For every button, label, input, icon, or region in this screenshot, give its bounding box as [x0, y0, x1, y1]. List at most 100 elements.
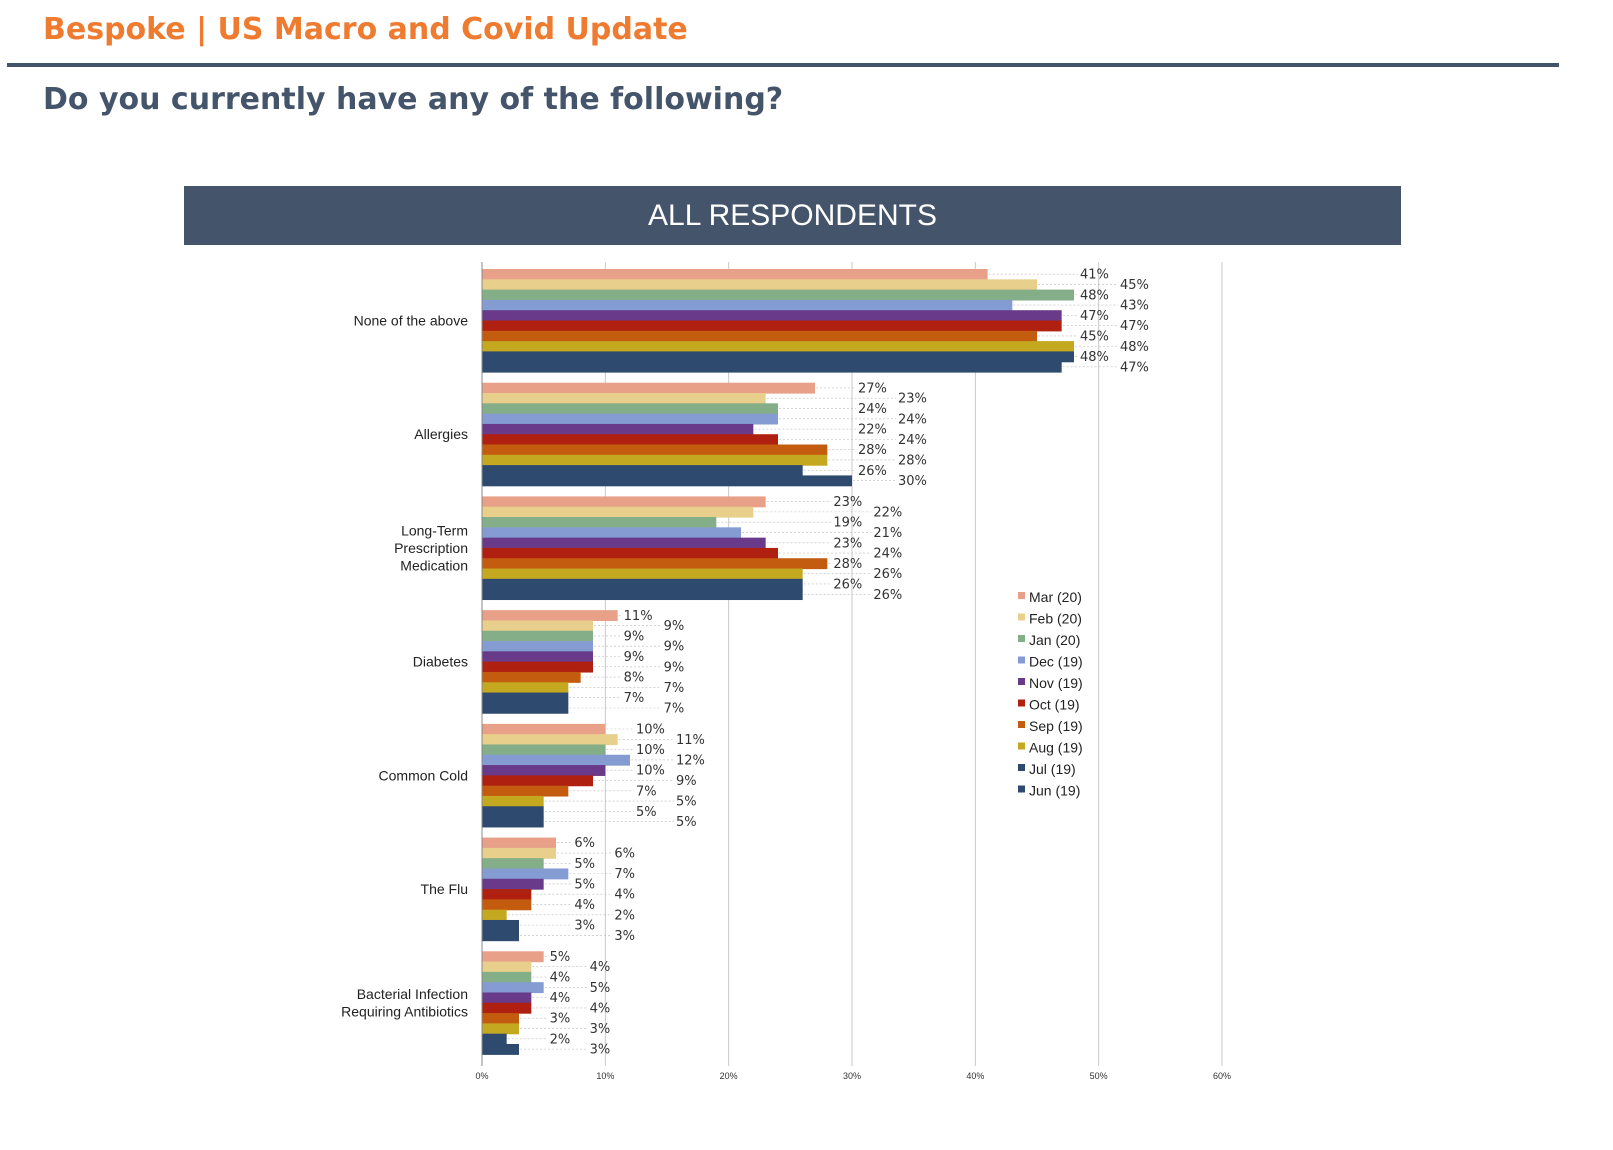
bar [482, 1023, 519, 1035]
x-tick-label: 60% [1213, 1071, 1231, 1081]
x-tick-label: 30% [843, 1071, 861, 1081]
data-label: 9% [664, 640, 685, 655]
bar [482, 558, 828, 570]
data-label: 24% [873, 547, 902, 562]
legend-label: Feb (20) [1029, 611, 1082, 627]
category-label: Prescription [394, 540, 468, 556]
category-label: The Flu [421, 881, 468, 897]
data-label: 5% [676, 795, 697, 810]
data-label: 5% [636, 805, 657, 820]
category-label: Requiring Antibiotics [341, 1004, 468, 1020]
bar [482, 661, 593, 673]
bar [482, 930, 519, 942]
data-label: 47% [1080, 309, 1109, 324]
data-label: 45% [1080, 329, 1109, 344]
bar [482, 630, 593, 642]
data-label: 4% [590, 1001, 611, 1016]
brand-title: Bespoke | US Macro and Covid Update [43, 12, 688, 47]
bar [482, 971, 532, 983]
bar [482, 361, 1062, 373]
data-label: 22% [858, 423, 887, 438]
bar [482, 868, 569, 880]
data-label: 10% [636, 764, 665, 779]
data-label: 30% [898, 474, 927, 489]
bar [482, 517, 717, 528]
data-label: 24% [898, 433, 927, 448]
bar [482, 702, 569, 714]
legend-label: Jan (20) [1029, 632, 1080, 648]
bar [482, 454, 828, 466]
data-label: 28% [858, 443, 887, 458]
data-label: 5% [676, 815, 697, 830]
data-label: 48% [1080, 350, 1109, 365]
bar [482, 641, 593, 652]
legend-label: Jul (19) [1029, 761, 1076, 777]
data-label: 3% [614, 929, 635, 944]
legend-label: Jun (19) [1029, 783, 1080, 799]
bar [482, 289, 1074, 301]
bar [482, 889, 532, 900]
data-label: 4% [590, 960, 611, 975]
data-label: 7% [636, 784, 657, 799]
data-label: 9% [664, 619, 685, 634]
bar [482, 723, 606, 735]
legend-swatch [1018, 699, 1025, 707]
category-label: Diabetes [413, 654, 468, 670]
bar [482, 765, 606, 776]
data-label: 2% [614, 908, 635, 923]
bar [482, 858, 544, 870]
bar [482, 806, 544, 818]
bar [482, 961, 532, 973]
data-label: 23% [898, 392, 927, 407]
data-label: 5% [574, 877, 595, 892]
data-label: 5% [550, 950, 571, 965]
x-tick-label: 50% [1090, 1071, 1108, 1081]
bar [482, 330, 1037, 342]
data-label: 47% [1120, 360, 1149, 375]
bar [482, 537, 766, 549]
bar [482, 744, 606, 756]
data-label: 48% [1080, 288, 1109, 303]
bar [482, 496, 766, 508]
data-label: 7% [664, 681, 685, 696]
bar [482, 465, 803, 477]
bar [482, 403, 778, 415]
data-label: 11% [676, 733, 705, 748]
bar [482, 382, 815, 394]
data-label: 19% [833, 516, 862, 531]
data-label: 10% [636, 743, 665, 758]
bar [482, 775, 593, 787]
data-label: 3% [574, 919, 595, 934]
bar [482, 899, 532, 911]
legend-swatch [1018, 656, 1025, 664]
bar [482, 847, 556, 859]
data-label: 27% [858, 381, 887, 396]
header-divider [7, 63, 1559, 67]
bar [482, 434, 778, 446]
data-label: 26% [873, 588, 902, 603]
bar [482, 527, 741, 539]
bar [482, 610, 618, 622]
category-label: Common Cold [379, 767, 468, 783]
bar [482, 578, 803, 590]
data-label: 7% [664, 701, 685, 716]
bar [482, 320, 1062, 332]
page-title: Do you currently have any of the followi… [43, 82, 784, 117]
bar [482, 589, 803, 601]
data-label: 3% [550, 1012, 571, 1027]
bar [482, 682, 569, 694]
data-label: 9% [624, 629, 645, 644]
bar [482, 547, 778, 559]
bar [482, 506, 754, 518]
data-label: 9% [664, 660, 685, 675]
legend-swatch [1018, 764, 1025, 771]
bar [482, 816, 544, 828]
data-label: 41% [1080, 268, 1109, 283]
data-label: 10% [636, 723, 665, 738]
legend-swatch [1018, 592, 1025, 599]
data-label: 7% [624, 691, 645, 706]
x-tick-label: 40% [966, 1071, 984, 1081]
legend-label: Dec (19) [1029, 654, 1083, 670]
bar [482, 299, 1013, 311]
